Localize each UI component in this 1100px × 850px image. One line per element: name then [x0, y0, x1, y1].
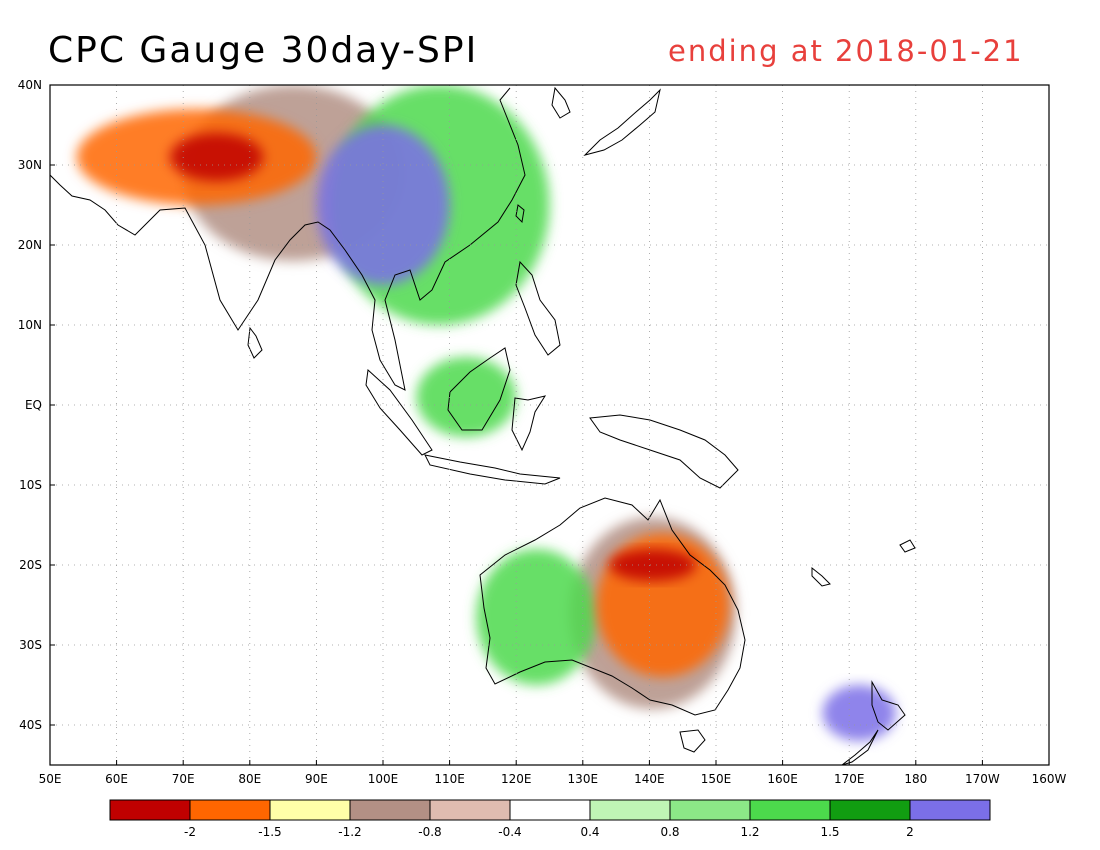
coast-new-guinea [589, 414, 739, 489]
colorbar-label: 2 [906, 825, 914, 839]
coast-asia [50, 87, 526, 391]
spi-region-2-1 [822, 685, 896, 741]
coast-sulawesi [511, 395, 547, 452]
colorbar-swatch [429, 799, 511, 821]
colorbar-label: 1.5 [820, 825, 839, 839]
map-axes: 50E 60E 70E 80E 90E 100E 110E 120E 130E 140E 150E 1… [18, 78, 1067, 786]
lat-tick-label: 40S [19, 718, 42, 732]
coast-philippines [515, 260, 561, 356]
map-subtitle: ending at 2018-01-21 [668, 34, 1024, 68]
lat-tick-label: 40N [18, 78, 42, 92]
lon-tick-label: 60E [105, 772, 128, 786]
colorbar-label: 0.4 [580, 825, 599, 839]
colorbar-swatch [349, 799, 431, 821]
lat-tick-label: 20N [18, 238, 42, 252]
coast-fiji [899, 539, 916, 553]
colorbar-swatch [509, 799, 591, 821]
colorbar-swatch [669, 799, 751, 821]
lon-tick-label: 170W [965, 772, 1000, 786]
colorbar-label: -1.2 [338, 825, 361, 839]
lat-tick-label: 10S [19, 478, 42, 492]
lon-tick-label: 160E [767, 772, 798, 786]
coast-taiwan [515, 204, 525, 224]
colorbar-label: -0.8 [418, 825, 441, 839]
lon-tick-label: 50E [39, 772, 62, 786]
spi-region-neg2-1 [609, 549, 697, 581]
lat-tick-label: 10N [18, 318, 42, 332]
coast-australia [479, 497, 746, 716]
coast-java [424, 454, 561, 485]
lon-tick-label: 70E [172, 772, 195, 786]
coast-new-caledonia [811, 566, 831, 587]
colorbar-swatch [589, 799, 671, 821]
colorbar-swatch [829, 799, 911, 821]
lon-tick-label: 160W [1032, 772, 1067, 786]
lon-tick-label: 90E [305, 772, 328, 786]
colorbar-swatch [189, 799, 271, 821]
lon-tick-label: 130E [568, 772, 599, 786]
lon-tick-label: 180 [904, 772, 927, 786]
lat-tick-label: 20S [19, 558, 42, 572]
lon-tick-label: 110E [434, 772, 465, 786]
colorbar-label: 1.2 [740, 825, 759, 839]
spi-data-layer [76, 85, 896, 741]
lon-tick-label: 150E [701, 772, 732, 786]
lon-tick-label: 100E [368, 772, 399, 786]
coast-new-zealand-south [841, 729, 879, 765]
colorbar-label: 0.8 [660, 825, 679, 839]
lat-tick-label: 30N [18, 158, 42, 172]
map-frame [49, 84, 1050, 766]
lon-tick-label: 170E [834, 772, 865, 786]
lon-tick-label: 80E [238, 772, 261, 786]
coast-sri-lanka [247, 326, 263, 359]
colorbar-label: -0.4 [498, 825, 521, 839]
spi-colorbar: -2 -1.5 -1.2 -0.8 -0.4 0.4 0.8 1.2 1.5 2 [109, 799, 991, 839]
coast-borneo [447, 347, 511, 431]
spi-region-1_2-1 [476, 549, 597, 685]
lat-tick-label: 30S [19, 638, 42, 652]
coast-tasmania [679, 729, 706, 753]
colorbar-swatch [909, 799, 991, 821]
colorbar-label: -2 [184, 825, 196, 839]
colorbar-swatch [109, 799, 191, 821]
coast-sumatra [365, 368, 433, 456]
lat-tick-label: EQ [25, 398, 42, 412]
coast-korea [551, 86, 571, 119]
spi-region-1_2-2 [416, 357, 517, 437]
coast-new-zealand-north [871, 680, 906, 731]
colorbar-label: -1.5 [258, 825, 281, 839]
lon-tick-label: 140E [634, 772, 665, 786]
colorbar-swatch [749, 799, 831, 821]
lon-tick-label: 120E [501, 772, 532, 786]
colorbar-swatch [269, 799, 351, 821]
coast-japan [583, 88, 661, 156]
spi-region-neg2-0 [169, 133, 264, 181]
coastlines [50, 86, 916, 765]
map-title: CPC Gauge 30day-SPI [48, 30, 479, 71]
